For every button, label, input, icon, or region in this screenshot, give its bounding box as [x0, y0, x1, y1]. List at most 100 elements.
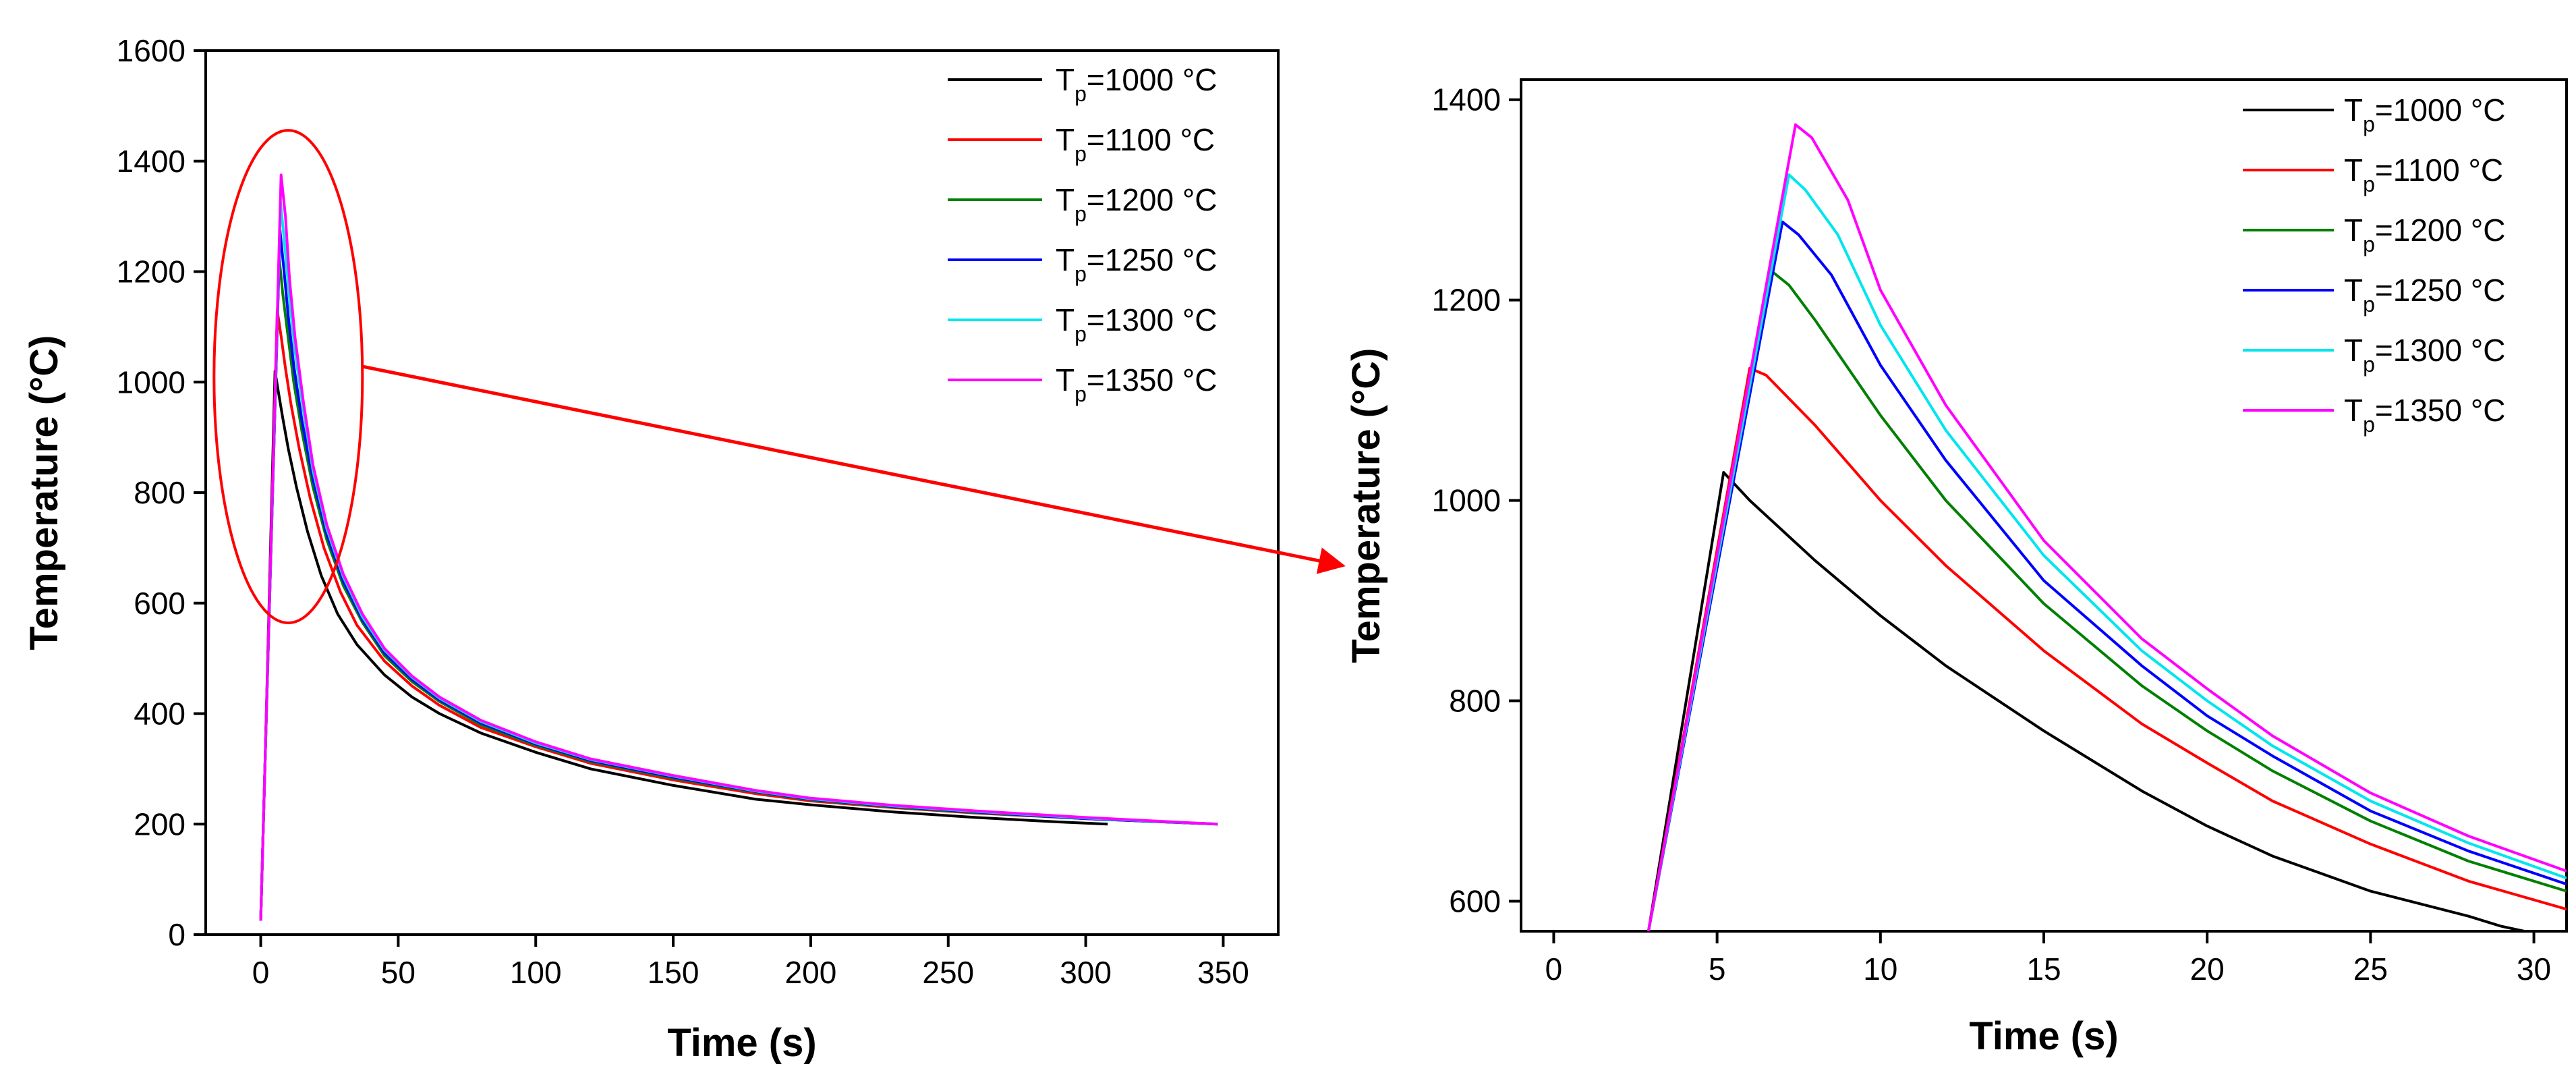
legend-subscript: p [1075, 382, 1087, 406]
x-tick-label: 100 [510, 955, 562, 990]
series-line-1350 [1647, 123, 2567, 931]
y-tick-label: 1200 [1432, 283, 1501, 318]
y-axis-title: Temperature (°C) [22, 335, 66, 651]
x-tick-label: 30 [2517, 951, 2551, 987]
legend-subscript: p [2363, 172, 2375, 196]
series-line-1350 [259, 173, 1218, 921]
x-tick-label: 0 [1545, 951, 1563, 987]
legend-value: =1100 °C [2375, 153, 2503, 188]
legend-label-1000: Tp=1000 °C [2344, 92, 2506, 136]
legend-label-1100: Tp=1100 °C [2344, 153, 2503, 196]
x-tick-label: 300 [1060, 955, 1112, 990]
legend-label-1350: Tp=1350 °C [2344, 393, 2506, 437]
legend-symbol: T [1056, 122, 1075, 157]
legend-subscript: p [1075, 262, 1087, 286]
legend-value: =1250 °C [2375, 273, 2506, 308]
series-group [1647, 123, 2567, 931]
highlight-ellipse [212, 129, 364, 625]
x-tick-label: 0 [252, 955, 270, 990]
x-tick-label: 15 [2026, 951, 2061, 987]
y-tick-label: 600 [1449, 883, 1501, 918]
legend-subscript: p [2363, 412, 2375, 437]
series-line-1100 [1647, 366, 2567, 931]
legend-value: =1300 °C [1087, 302, 1218, 337]
legend-value: =1000 °C [2375, 92, 2506, 128]
series-group [259, 173, 1218, 921]
legend-subscript: p [1075, 202, 1087, 226]
legend-label-1200: Tp=1200 °C [1056, 182, 1218, 226]
x-axis-title: Time (s) [1969, 1014, 2118, 1058]
legend-symbol: T [2344, 213, 2363, 248]
x-tick-label: 200 [785, 955, 837, 990]
legend-label-1250: Tp=1250 °C [1056, 242, 1218, 286]
legend-symbol: T [1056, 302, 1075, 337]
legend: Tp=1000 °CTp=1100 °CTp=1200 °CTp=1250 °C… [2243, 92, 2506, 437]
legend-value: =1200 °C [1087, 182, 1218, 217]
plot-frame [1520, 78, 2568, 933]
legend-subscript: p [2363, 232, 2375, 256]
legend-value: =1300 °C [2375, 333, 2506, 368]
y-tick-label: 1400 [1432, 82, 1501, 117]
y-tick-label: 200 [134, 806, 185, 841]
legend-subscript: p [1075, 322, 1087, 346]
series-line-1000 [259, 369, 1108, 921]
legend-value: =1350 °C [2375, 393, 2506, 428]
legend-symbol: T [2344, 333, 2363, 368]
legend-subscript: p [2363, 292, 2375, 316]
y-tick-label: 600 [134, 586, 185, 621]
y-tick-label: 800 [1449, 684, 1501, 719]
legend-symbol: T [2344, 273, 2363, 308]
x-tick-label: 10 [1863, 951, 1897, 987]
y-axis-title: Temperature (°C) [1344, 348, 1388, 663]
zoom-connector-arrow [362, 364, 1346, 574]
legend-label-1000: Tp=1000 °C [1056, 62, 1218, 106]
legend-label-1200: Tp=1200 °C [2344, 213, 2506, 256]
y-tick-label: 800 [134, 475, 185, 510]
legend-symbol: T [1056, 182, 1075, 217]
legend-value: =1000 °C [1087, 62, 1218, 97]
annotations [212, 129, 1346, 625]
x-tick-label: 50 [381, 955, 416, 990]
legend-subscript: p [2363, 352, 2375, 377]
legend-symbol: T [2344, 393, 2363, 428]
legend: Tp=1000 °CTp=1100 °CTp=1200 °CTp=1250 °C… [948, 62, 1218, 406]
legend-subscript: p [1075, 82, 1087, 106]
legend-value: =1350 °C [1087, 362, 1218, 397]
series-line-1250 [1647, 220, 2567, 931]
legend-symbol: T [2344, 153, 2363, 188]
x-tick-label: 5 [1709, 951, 1726, 987]
y-tick-label: 1000 [1432, 483, 1501, 518]
chart-full-range: 0 50 100 150 200 250 300 350 0 200 400 600 800 1000 12… [22, 33, 1280, 1065]
series-line-1200 [1647, 271, 2567, 931]
legend-subscript: p [1075, 142, 1087, 166]
legend-value: =1200 °C [2375, 213, 2506, 248]
legend-symbol: T [2344, 92, 2363, 128]
legend-symbol: T [1056, 62, 1075, 97]
legend-value: =1250 °C [1087, 242, 1218, 277]
legend-label-1300: Tp=1300 °C [1056, 302, 1218, 346]
y-tick-label: 1400 [117, 144, 185, 179]
legend-symbol: T [1056, 242, 1075, 277]
series-line-1000 [1647, 471, 2531, 931]
y-tick-label: 1600 [117, 33, 185, 68]
legend-subscript: p [2363, 112, 2375, 136]
series-line-1300 [1647, 173, 2567, 931]
x-tick-label: 350 [1197, 955, 1249, 990]
x-axis-title: Time (s) [667, 1021, 816, 1065]
x-tick-label: 25 [2353, 951, 2388, 987]
y-tick-label: 1000 [117, 364, 185, 399]
y-tick-label: 400 [134, 696, 185, 731]
legend-symbol: T [1056, 362, 1075, 397]
x-tick-label: 150 [648, 955, 699, 990]
legend-value: =1100 °C [1087, 122, 1215, 157]
x-tick-label: 250 [922, 955, 974, 990]
y-tick-label: 0 [168, 917, 185, 952]
legend-label-1350: Tp=1350 °C [1056, 362, 1218, 406]
x-tick-label: 20 [2190, 951, 2225, 987]
legend-label-1250: Tp=1250 °C [2344, 273, 2506, 316]
y-tick-label: 1200 [117, 254, 185, 289]
legend-label-1300: Tp=1300 °C [2344, 333, 2506, 377]
chart-zoomed: 0 5 10 15 20 25 30 600 800 1000 1200 1400 Time (s) Te… [1344, 78, 2568, 1058]
legend-label-1100: Tp=1100 °C [1056, 122, 1215, 166]
